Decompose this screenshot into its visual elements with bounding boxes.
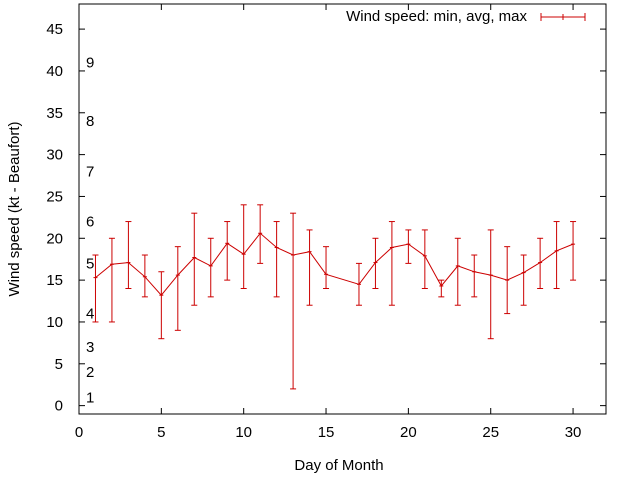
y-tick-label: 5 <box>55 356 63 373</box>
y-tick-label: 20 <box>46 230 63 247</box>
legend: Wind speed: min, avg, max <box>346 8 586 25</box>
beaufort-label: 4 <box>86 306 94 323</box>
x-tick-label: 20 <box>400 424 417 441</box>
series-line <box>95 232 574 296</box>
beaufort-label: 1 <box>86 389 94 406</box>
y-tick-label: 30 <box>46 147 63 164</box>
beaufort-label: 8 <box>86 113 94 130</box>
y-tick-label: 45 <box>46 21 63 38</box>
x-tick-label: 10 <box>235 424 252 441</box>
y-tick-label: 25 <box>46 188 63 205</box>
series-group <box>92 204 577 390</box>
x-tick-label: 25 <box>482 424 499 441</box>
beaufort-label: 7 <box>86 163 94 180</box>
y-axis-label: Wind speed (kt - Beaufort) <box>6 121 23 296</box>
legend-key <box>540 13 586 21</box>
plot-frame <box>78 3 607 415</box>
x-tick-label: 15 <box>318 424 335 441</box>
y-tick-label: 15 <box>46 272 63 289</box>
y-tick-label: 10 <box>46 314 63 331</box>
beaufort-labels: 1 2 3 4 5 6 7 8 9 <box>86 55 94 407</box>
x-tick-label: 0 <box>75 424 83 441</box>
legend-label: Wind speed: min, avg, max <box>346 8 527 25</box>
y-tick-label: 0 <box>55 398 63 415</box>
beaufort-label: 2 <box>86 364 94 381</box>
x-tick-label: 30 <box>565 424 582 441</box>
x-tick-label: 5 <box>157 424 165 441</box>
beaufort-label: 6 <box>86 214 94 231</box>
y-tick-label: 35 <box>46 105 63 122</box>
x-axis-label: Day of Month <box>294 457 383 474</box>
beaufort-label: 5 <box>86 255 94 272</box>
beaufort-label: 3 <box>86 339 94 356</box>
beaufort-label: 9 <box>86 55 94 72</box>
y-tick-label: 40 <box>46 63 63 80</box>
